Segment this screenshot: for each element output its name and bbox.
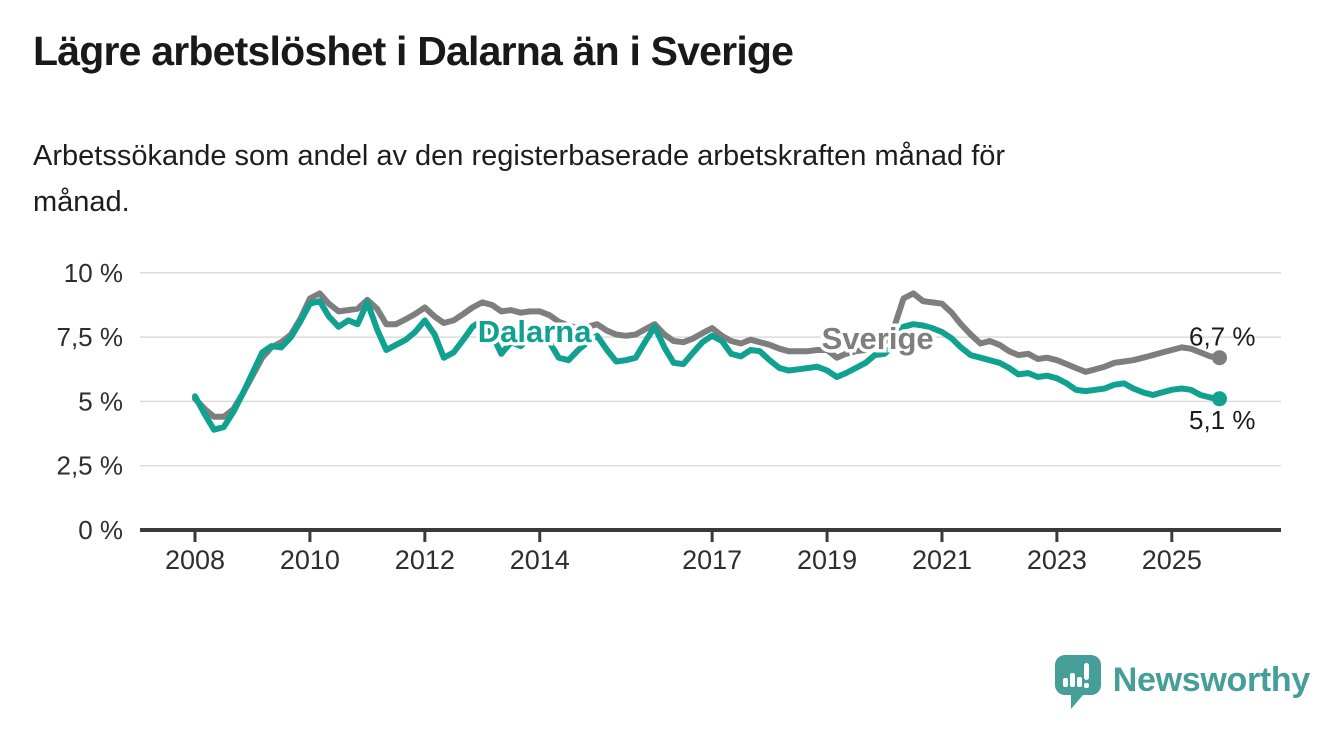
brand-name: Newsworthy <box>1112 660 1311 699</box>
newsworthy-logo-icon <box>1054 655 1101 709</box>
x-tick-label: 2008 <box>165 545 225 575</box>
y-tick-label: 2,5 % <box>57 451 124 481</box>
x-tick-label: 2025 <box>1142 545 1202 575</box>
subtitle-line-2: månad. <box>33 186 130 218</box>
end-dot-sverige <box>1212 350 1227 366</box>
y-tick-label: 0 % <box>78 515 123 545</box>
y-tick-label: 10 % <box>64 258 123 288</box>
x-tick-label: 2021 <box>912 545 972 575</box>
series-label-sverige: Sverige <box>822 321 934 356</box>
end-value-label-sverige: 6,7 % <box>1189 322 1256 352</box>
subtitle-line-1: Arbetssökande som andel av den registerb… <box>33 140 1006 172</box>
series-line-dalarna <box>192 298 1223 433</box>
x-tick-label: 2012 <box>395 545 455 575</box>
series-line-sverige <box>192 290 1223 420</box>
y-tick-label: 5 % <box>78 386 123 416</box>
x-tick-label: 2019 <box>797 545 857 575</box>
x-tick-label: 2017 <box>682 545 742 575</box>
y-tick-label: 7,5 % <box>57 322 124 352</box>
brand-footer: Newsworthy <box>1053 651 1310 709</box>
x-tick-label: 2010 <box>280 545 340 575</box>
x-tick-label: 2014 <box>510 545 570 575</box>
series-label-dalarna: Dalarna <box>478 314 592 349</box>
line-chart: 0 % 2,5 % 5 % 7,5 % 10 % 2008 2010 2012 2014 2017… <box>57 258 1281 575</box>
x-tick-label: 2023 <box>1027 545 1087 575</box>
end-value-label-dalarna: 5,1 % <box>1189 405 1256 435</box>
chart-subtitle: Arbetssökande som andel av den registerb… <box>33 133 1005 225</box>
end-dot-dalarna <box>1212 391 1227 407</box>
page-title: Lägre arbetslöshet i Dalarna än i Sverig… <box>33 28 794 74</box>
